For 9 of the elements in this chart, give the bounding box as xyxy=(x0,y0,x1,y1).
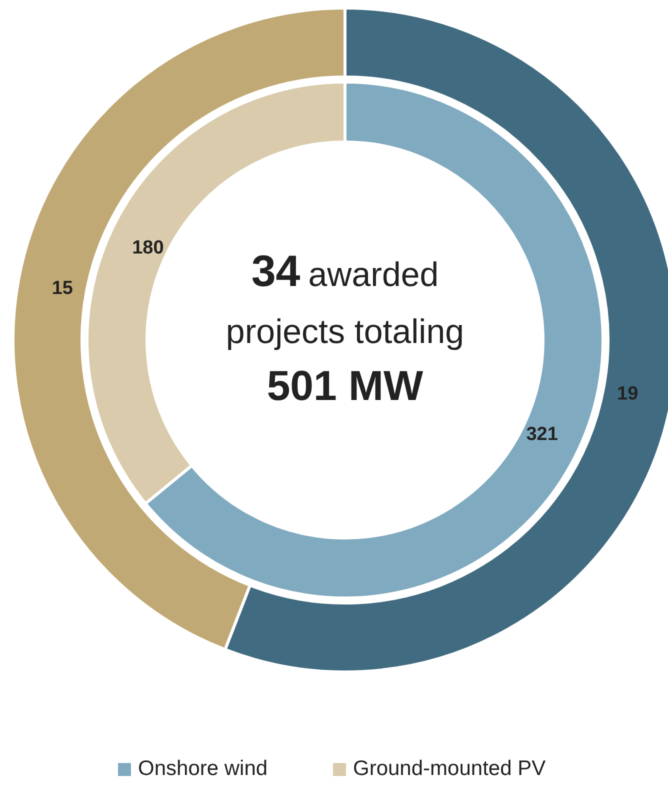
text: 501 MW xyxy=(266,362,424,409)
data-label: 19 xyxy=(617,383,638,404)
legend-label: Onshore wind xyxy=(138,757,268,780)
data-label: 180 xyxy=(132,237,164,258)
data-label: 321 xyxy=(526,424,558,445)
text: projects totaling xyxy=(226,313,464,351)
text: 34 awarded xyxy=(251,247,439,296)
data-label: 15 xyxy=(52,278,74,299)
legend-label: Ground-mounted PV xyxy=(353,757,546,780)
